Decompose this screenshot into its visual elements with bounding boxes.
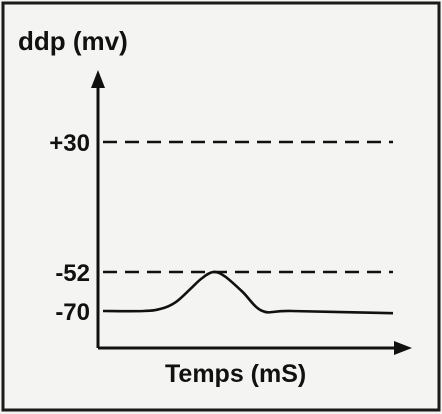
potential-curve: [102, 270, 394, 315]
y-axis-arrow: [91, 70, 105, 88]
y-tick-label: -52: [55, 260, 90, 287]
reference-lines: [103, 140, 393, 274]
y-tick-label: -70: [55, 299, 90, 326]
y-tick-label: +30: [49, 130, 90, 157]
y-axis-label: ddp (mv): [18, 26, 128, 56]
y-tick-labels: +30 -52 -70: [49, 130, 90, 326]
x-axis-label: Temps (mS): [165, 360, 306, 388]
x-axis-arrow: [394, 341, 412, 355]
